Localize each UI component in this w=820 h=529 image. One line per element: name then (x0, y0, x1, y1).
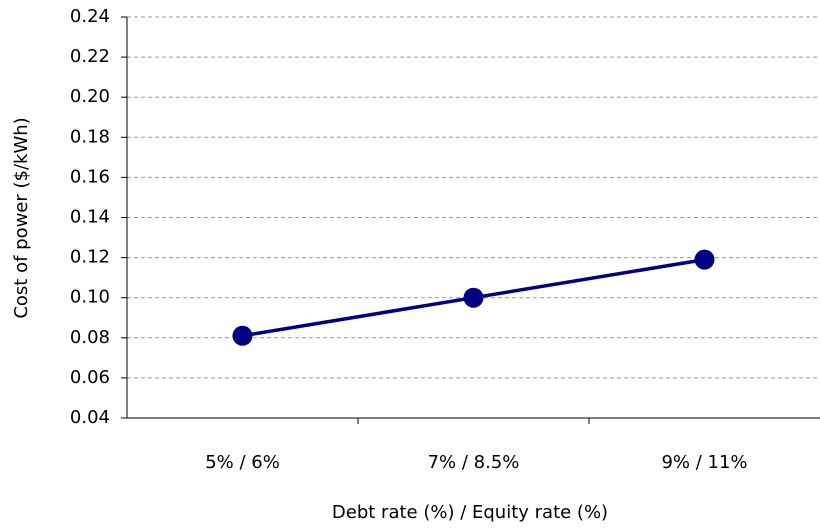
y-tick-label: 0.08 (70, 327, 110, 348)
y-tick-label: 0.18 (70, 126, 110, 147)
y-tick-label: 0.22 (70, 46, 110, 67)
x-axis-title: Debt rate (%) / Equity rate (%) (332, 502, 608, 523)
data-point (694, 249, 715, 270)
x-tick-label: 9% / 11% (661, 452, 747, 473)
data-point (463, 287, 484, 308)
y-tick-label: 0.04 (70, 407, 110, 428)
y-tick-label: 0.20 (70, 86, 110, 107)
y-tick-label: 0.10 (70, 287, 110, 308)
data-point (232, 325, 253, 346)
y-axis-title: Cost of power ($/kWh) (11, 117, 32, 318)
y-tick-label: 0.16 (70, 166, 110, 187)
y-tick-label: 0.14 (70, 207, 110, 228)
x-tick-label: 5% / 6% (205, 452, 280, 473)
y-tick-label: 0.06 (70, 367, 110, 388)
y-tick-label: 0.12 (70, 247, 110, 268)
x-tick-label: 7% / 8.5% (428, 452, 520, 473)
y-tick-label: 0.24 (70, 6, 110, 27)
